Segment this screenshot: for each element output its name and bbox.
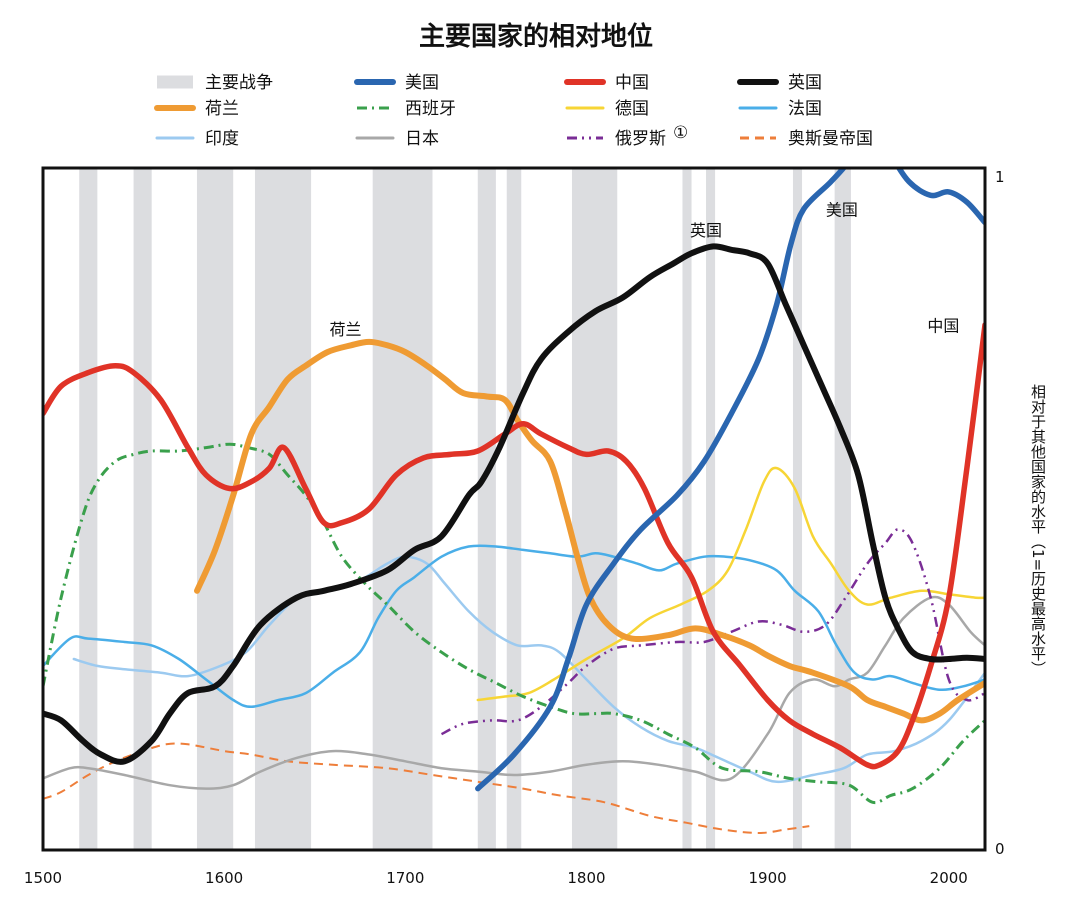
series-line-西班牙 xyxy=(43,442,985,805)
legend-item-奥斯曼帝国: 奥斯曼帝国 xyxy=(740,129,873,149)
x-tick-label-1900: 1900 xyxy=(749,869,787,887)
war-band-0 xyxy=(79,168,98,850)
legend-label: 印度 xyxy=(205,129,239,149)
series-line-中国 xyxy=(43,322,985,770)
legend-item-法国: 法国 xyxy=(738,99,822,119)
legend-item-日本: 日本 xyxy=(355,129,439,149)
x-axis: 1500 1600 1700 1800 1900 2000 xyxy=(24,869,968,887)
legend-item-西班牙: 西班牙 xyxy=(357,99,456,119)
annotation-2: 美国 xyxy=(826,201,858,220)
legend-label: 奥斯曼帝国 xyxy=(788,129,873,149)
legend-item-俄罗斯: 俄罗斯 ① xyxy=(567,123,688,149)
x-tick-label-2000: 2000 xyxy=(930,869,968,887)
legend-label: 主要战争 xyxy=(205,73,273,93)
legend-item-英国: 英国 xyxy=(737,73,822,93)
war-band-4 xyxy=(372,168,433,850)
legend-label: 法国 xyxy=(788,99,822,119)
series-line-美国 xyxy=(475,168,985,792)
legend-label: 德国 xyxy=(615,99,649,119)
series-layer xyxy=(43,168,985,834)
war-band-5 xyxy=(477,168,496,850)
legend-label: 俄罗斯 xyxy=(615,129,666,149)
annotation-1: 英国 xyxy=(690,221,722,240)
annotation-3: 中国 xyxy=(927,317,959,336)
series-line-德国 xyxy=(476,466,985,702)
y-tick-label-1: 1 xyxy=(995,168,1005,186)
plot-frame xyxy=(41,166,987,852)
series-line-英国 xyxy=(43,243,985,765)
legend-label: 西班牙 xyxy=(405,99,456,119)
series-line-法国 xyxy=(43,544,985,709)
series-line-日本 xyxy=(43,595,985,790)
legend-label: 美国 xyxy=(405,73,439,93)
y-tick-label-0: 0 xyxy=(995,840,1005,858)
war-band-9 xyxy=(706,168,716,850)
war-band-1 xyxy=(133,168,152,850)
x-tick-label-1800: 1800 xyxy=(567,869,605,887)
legend-item-主要战争: 主要战争 xyxy=(157,73,273,93)
legend-item-德国: 德国 xyxy=(565,99,649,119)
wars-layer xyxy=(79,168,851,850)
war-band-10 xyxy=(792,168,803,850)
legend-label: 日本 xyxy=(405,129,439,149)
series-line-荷兰 xyxy=(194,338,985,724)
x-tick-label-1500: 1500 xyxy=(24,869,62,887)
war-band-8 xyxy=(682,168,692,850)
footnote-marker: ① xyxy=(673,123,688,143)
legend-item-中国: 中国 xyxy=(564,73,649,93)
chart-title: 主要国家的相对地位 xyxy=(419,21,653,52)
y-axis: 01 xyxy=(995,168,1005,858)
war-band-7 xyxy=(571,168,618,850)
annotation-0: 荷兰 xyxy=(330,320,362,339)
series-line-俄罗斯 xyxy=(440,528,985,736)
war-band-6 xyxy=(506,168,522,850)
legend-item-印度: 印度 xyxy=(155,129,239,149)
war-band-3 xyxy=(254,168,312,850)
legend-item-荷兰: 荷兰 xyxy=(154,99,239,119)
y-axis-label: 相对于其他国家的水平（1=历史最高水平） xyxy=(1029,384,1047,676)
legend-item-美国: 美国 xyxy=(354,73,439,93)
legend-label: 英国 xyxy=(788,73,822,93)
x-tick-label-1600: 1600 xyxy=(205,869,243,887)
legend-label: 荷兰 xyxy=(205,99,239,119)
x-tick-label-1700: 1700 xyxy=(386,869,424,887)
legend-label: 中国 xyxy=(615,73,649,93)
